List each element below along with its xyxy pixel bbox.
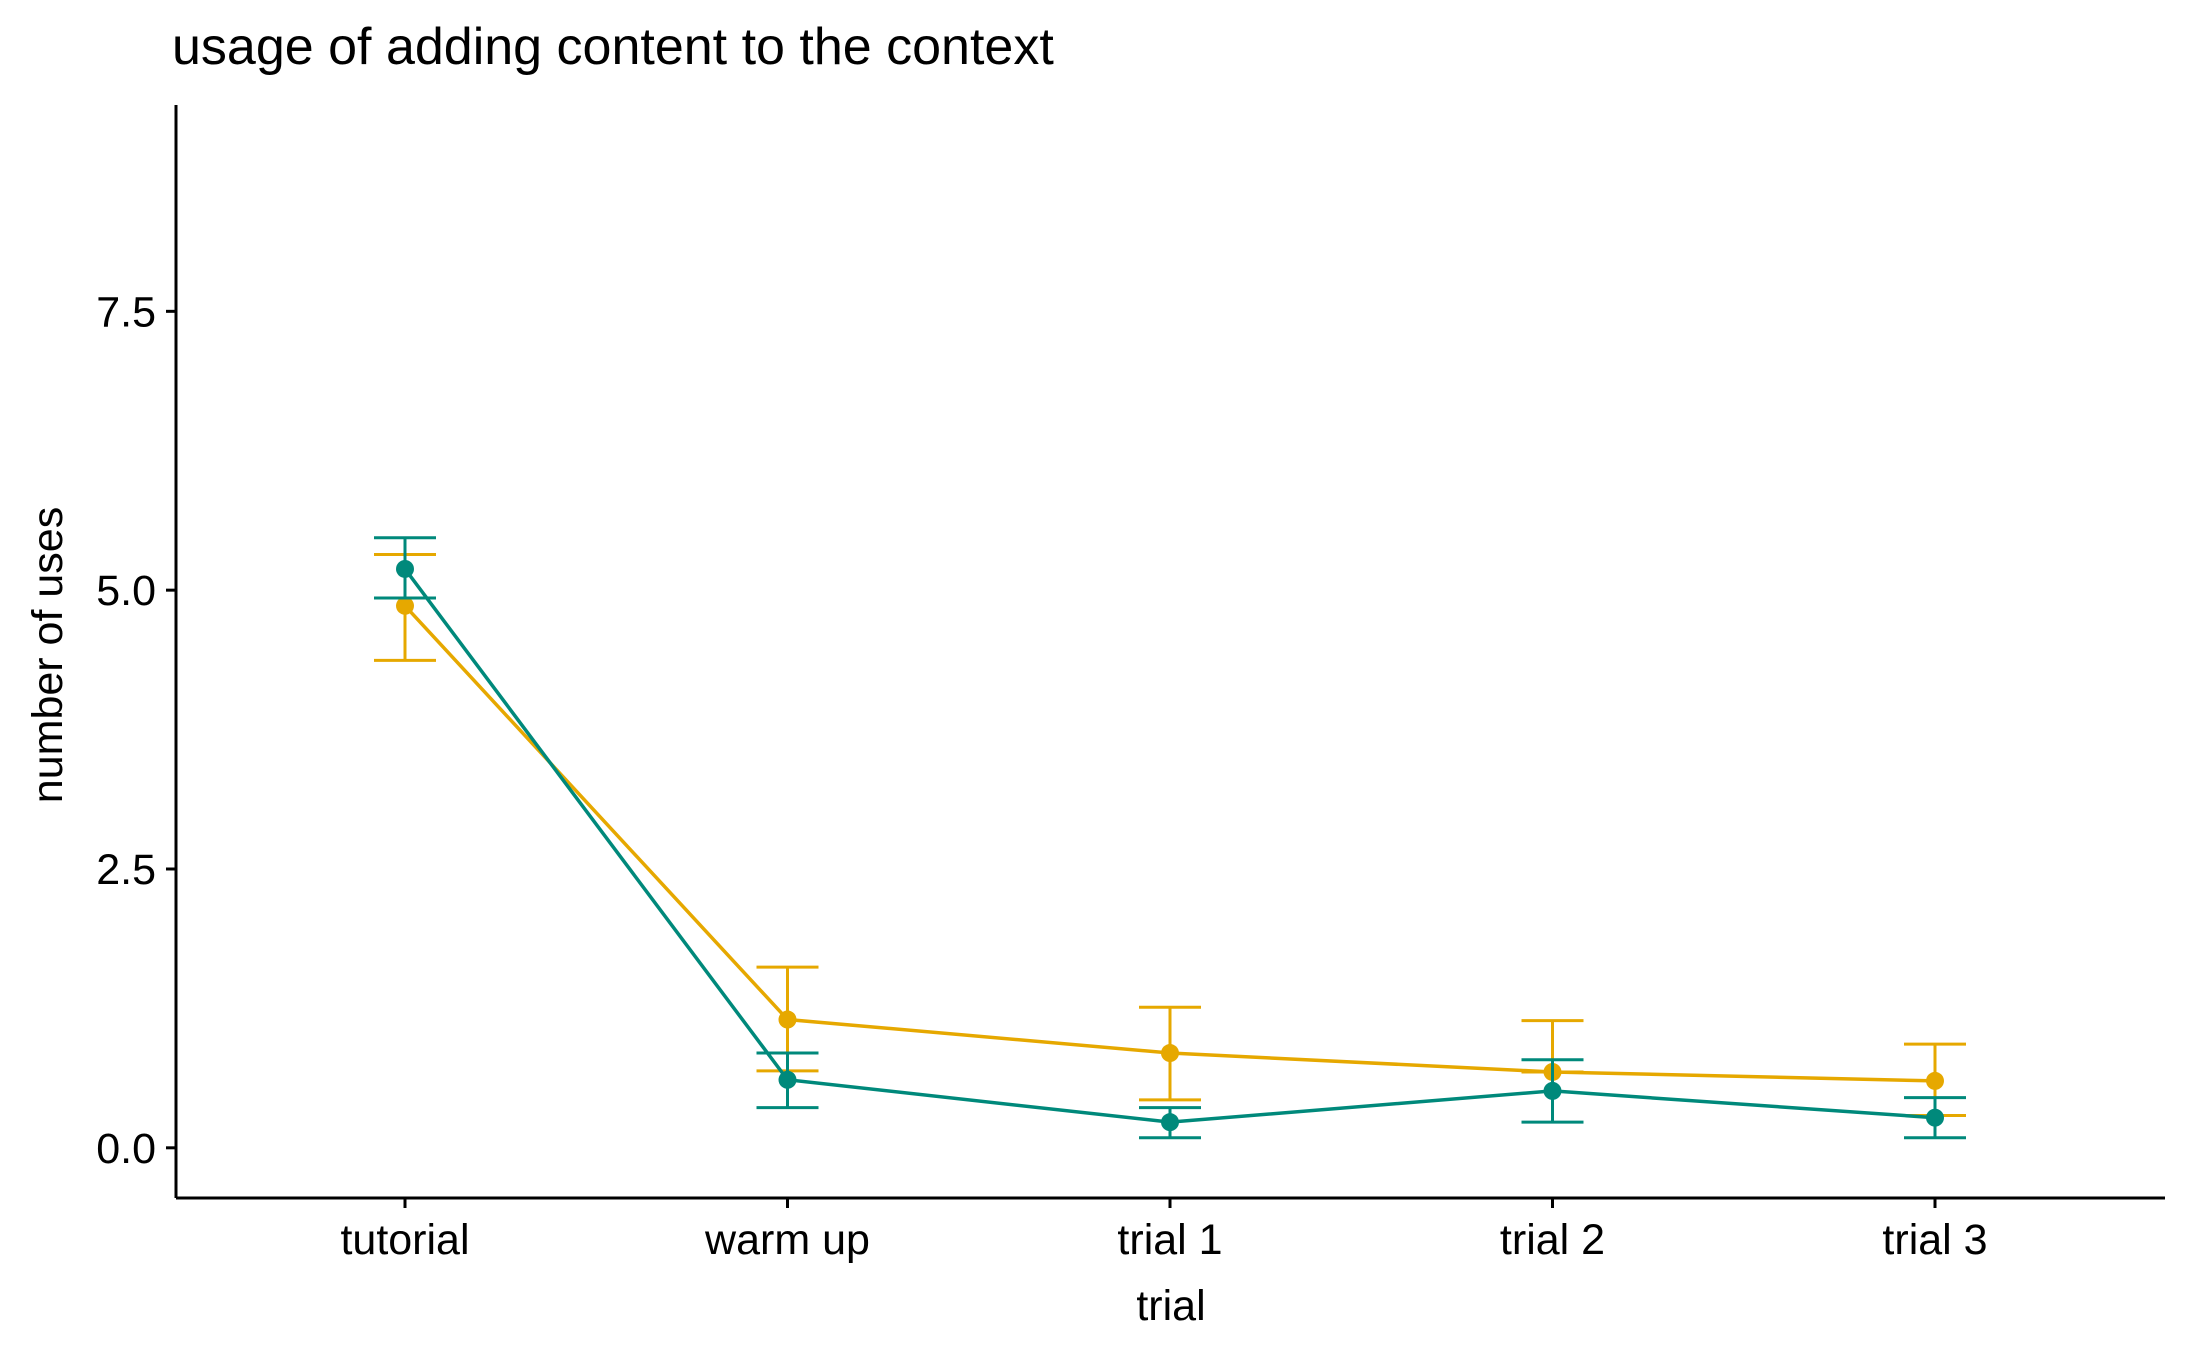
- x-axis-title: trial: [1136, 1282, 1205, 1330]
- y-tick-label: 5.0: [96, 567, 156, 615]
- x-tick-label: trial 2: [1500, 1216, 1605, 1264]
- data-point: [778, 1010, 797, 1029]
- x-tick-label: trial 3: [1882, 1216, 1987, 1264]
- y-tick-label: 0.0: [96, 1125, 156, 1173]
- data-point: [1543, 1081, 1562, 1100]
- y-axis-title: number of uses: [24, 507, 72, 803]
- y-tick-label: 2.5: [96, 846, 156, 894]
- data-point: [1926, 1108, 1944, 1127]
- x-tick-label: trial 1: [1117, 1216, 1222, 1264]
- data-point: [1926, 1071, 1944, 1090]
- series-2: [374, 536, 1966, 1140]
- chart-title: usage of adding content to the context: [172, 18, 1054, 76]
- data-point: [778, 1070, 797, 1089]
- data-point: [1161, 1113, 1179, 1132]
- axes: 0.0 2.5 5.0 7.5 tutorial warm up trial 1 trial …: [96, 105, 2165, 1264]
- data-point: [396, 596, 414, 615]
- y-tick-label: 7.5: [96, 288, 156, 336]
- x-tick-label: warm up: [704, 1216, 870, 1264]
- data-point: [396, 559, 414, 578]
- series-1: [374, 552, 1966, 1117]
- data-point: [1161, 1044, 1179, 1063]
- x-tick-label: tutorial: [340, 1216, 469, 1264]
- plot-area: [374, 536, 1966, 1140]
